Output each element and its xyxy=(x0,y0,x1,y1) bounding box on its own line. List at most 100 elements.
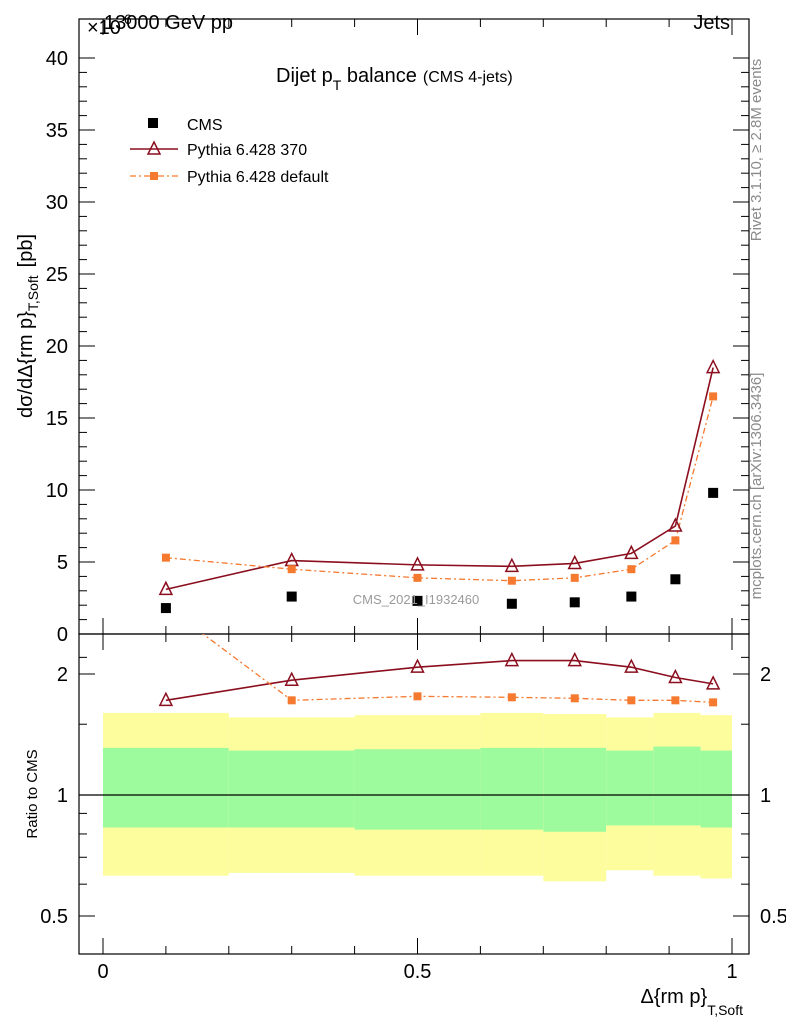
band-inner-bin xyxy=(228,750,355,828)
cms-point xyxy=(160,603,171,614)
y-multiplier-exponent: 6 xyxy=(124,11,132,27)
x-axis-label-sub: T,Soft xyxy=(707,1002,743,1018)
x-tick-label: 0 xyxy=(97,961,108,983)
cms-point xyxy=(670,574,681,585)
pythia-default-point xyxy=(627,565,636,574)
ratio-pythia-default-point xyxy=(671,696,680,705)
band-inner-bin xyxy=(606,750,654,826)
y-axis-label: dσ/dΔ{rm p}T,Soft [pb] xyxy=(15,234,41,418)
ratio-plot-frame xyxy=(78,633,750,955)
band-inner-bin xyxy=(653,746,701,826)
x-axis-label-main: Δ{rm p} xyxy=(640,986,707,1008)
ratio-pythia370-line xyxy=(165,659,714,702)
cms-point xyxy=(506,598,517,609)
pythia370-point xyxy=(410,556,425,571)
ratio-pythia370-point xyxy=(624,658,639,673)
ratio-pythia-default-point xyxy=(287,696,296,705)
mcplots-label: mcplots.cern.ch [arXiv:1306.3436] xyxy=(748,373,765,600)
pythia-default-point xyxy=(570,573,579,582)
ratio-y-tick-label: 2 xyxy=(57,664,68,686)
band-inner-bin xyxy=(480,747,544,830)
title-main: Dijet p xyxy=(276,65,333,87)
pythia370-point xyxy=(668,517,683,532)
ratio-pythia370-point xyxy=(705,675,721,690)
main-series-markers xyxy=(158,358,721,614)
title-subscript: T xyxy=(333,77,342,93)
ratio-series-lines xyxy=(165,634,714,704)
x-tick-label: 1 xyxy=(726,961,737,983)
pythia370-point xyxy=(504,557,520,573)
y-axis-label-main: dσ/dΔ{rm p} xyxy=(15,311,37,418)
y-tick-label: 15 xyxy=(46,408,68,430)
y-tick-label: 40 xyxy=(46,48,68,70)
ratio-pythia-default-point xyxy=(570,694,579,703)
y-tick-label: 20 xyxy=(46,336,68,358)
legend-cms-label: CMS xyxy=(187,117,223,134)
x-tick-label: 0.5 xyxy=(404,961,432,983)
band-inner-bin xyxy=(354,749,481,830)
ratio-pythia370-point xyxy=(158,691,174,707)
pythia370-point xyxy=(624,544,639,560)
ratio-uncertainty-bands xyxy=(103,712,732,882)
legend-pythia370-marker xyxy=(146,140,162,155)
ratio-pythia-default-point xyxy=(507,693,516,702)
analysis-watermark: CMS_2021_I1932460 xyxy=(353,592,480,607)
y-multiplier-x: ×10 xyxy=(87,17,121,39)
ratio-y-tick-label-right: 1 xyxy=(760,785,771,807)
legend-pythia370-label: Pythia 6.428 370 xyxy=(187,142,307,159)
ratio-y-tick-label-right: 0.5 xyxy=(760,906,786,928)
y-tick-label: 25 xyxy=(46,264,68,286)
pythia370-point xyxy=(284,551,299,567)
ratio-y-label: Ratio to CMS xyxy=(24,749,41,838)
ratio-y-tick-label-right: 2 xyxy=(760,664,771,686)
pythia-default-point xyxy=(413,573,422,582)
y-tick-label: 0 xyxy=(57,624,68,646)
band-inner-bin xyxy=(543,747,607,832)
ratio-pythia370-point xyxy=(504,651,520,667)
main-plot-frame xyxy=(78,18,750,635)
main-series-lines xyxy=(165,367,714,591)
pythia-default-point xyxy=(709,392,718,401)
pythia-default-point xyxy=(161,553,170,562)
ratio-pythia370-point xyxy=(284,671,299,686)
cms-point xyxy=(286,591,297,602)
ratio-pythia-default-point xyxy=(627,696,636,705)
y-tick-label: 30 xyxy=(46,192,68,214)
pythia370-line xyxy=(165,367,714,591)
category-label: Jets xyxy=(693,12,730,34)
pythia370-point xyxy=(567,554,582,570)
ratio-pythia-default-point xyxy=(709,698,718,707)
energy-label: 13000 GeV pp xyxy=(104,12,233,34)
pythia-default-point xyxy=(287,565,296,574)
legend-pythia-default-marker xyxy=(150,172,158,180)
y-axis-label-sub: T,Soft xyxy=(25,275,41,311)
y-tick-label: 10 xyxy=(46,480,68,502)
ratio-pythia-default-point xyxy=(413,692,422,701)
title-rest: balance xyxy=(341,65,417,87)
pythia-default-point xyxy=(671,536,680,545)
ratio-y-tick-label: 1 xyxy=(57,785,68,807)
ratio-pythia-default-line xyxy=(202,634,714,704)
pythia-default-point xyxy=(507,576,516,585)
y-axis-label-unit: [pb] xyxy=(15,234,37,267)
ratio-pythia370-point xyxy=(567,651,582,667)
y-tick-label: 35 xyxy=(46,120,68,142)
rivet-version-label: Rivet 3.1.10, ≥ 2.8M events xyxy=(748,59,765,242)
cms-point xyxy=(569,597,580,608)
cms-point xyxy=(626,591,637,602)
ratio-pythia370-point xyxy=(668,668,683,684)
pythia370-point xyxy=(158,580,174,596)
chart-title: Dijet pT balance (CMS 4-jets) xyxy=(276,65,513,93)
band-inner-bin xyxy=(700,750,732,828)
ratio-series-markers xyxy=(158,651,721,707)
title-note: (CMS 4-jets) xyxy=(423,69,513,86)
x-axis-label: Δ{rm p}T,Soft xyxy=(640,986,743,1018)
ratio-pythia370-point xyxy=(410,658,425,673)
band-inner-bin xyxy=(103,747,229,828)
cms-point xyxy=(412,595,423,606)
legend-pythia-default-label: Pythia 6.428 default xyxy=(187,169,329,186)
legend-cms-marker xyxy=(148,118,158,128)
pythia-default-line xyxy=(165,396,714,582)
